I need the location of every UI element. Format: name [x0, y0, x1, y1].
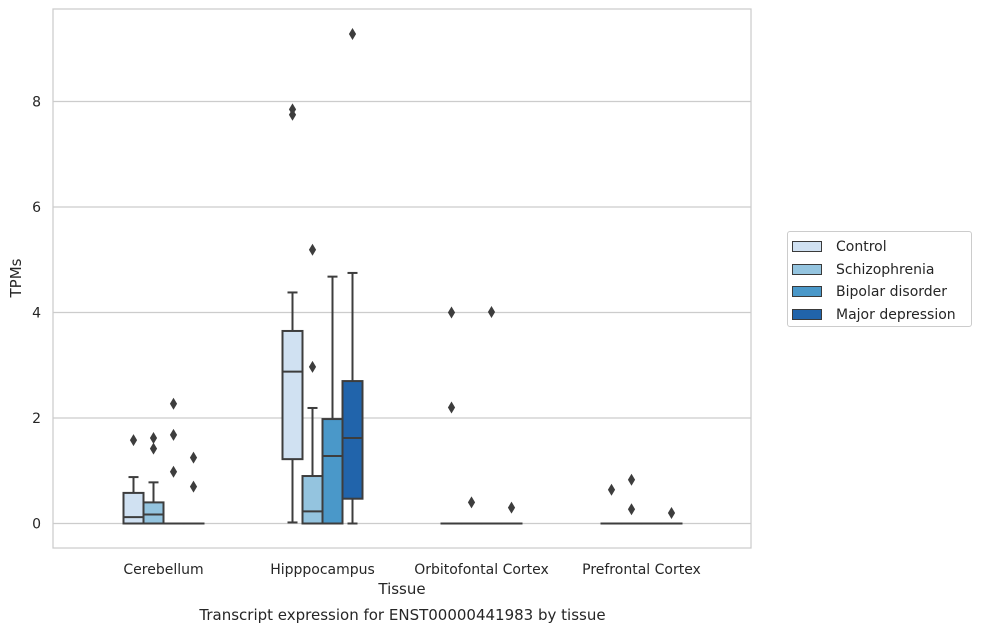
- outlier-point: [308, 243, 317, 256]
- box-group: [620, 473, 643, 525]
- x-tick-label: Cerebellum: [123, 562, 203, 578]
- box-group: [142, 432, 165, 525]
- box-group: [480, 305, 503, 525]
- y-tick-label: 0: [32, 517, 41, 533]
- outlier-point: [308, 360, 317, 373]
- box-group: [341, 27, 364, 525]
- x-tick-label: Orbitofontal Cortex: [414, 562, 549, 578]
- box-group: [660, 506, 683, 525]
- box: [281, 329, 304, 461]
- y-tick-label: 2: [32, 411, 41, 427]
- outlier-point: [447, 306, 456, 319]
- box-group: [500, 501, 523, 525]
- x-axis: Cerebellum Hipppocampus Orbitofontal Corte…: [123, 562, 700, 578]
- outlier-point: [149, 442, 158, 455]
- y-axis: 0 2 4 6 8: [32, 95, 41, 533]
- outlier-point: [189, 480, 198, 493]
- legend-item: Control: [792, 236, 971, 259]
- legend: Control Schizophrenia Bipolar disorder Majo…: [787, 231, 972, 327]
- box: [321, 418, 344, 525]
- box-group: [182, 451, 205, 525]
- box: [301, 475, 324, 525]
- legend-item: Schizophrenia: [792, 259, 971, 282]
- legend-swatch: [792, 308, 822, 320]
- outlier-point: [627, 473, 636, 486]
- box-group: [460, 496, 483, 525]
- outlier-point: [447, 401, 456, 414]
- box-group: [440, 306, 463, 525]
- box-group: [122, 434, 145, 525]
- box-group: [281, 103, 304, 524]
- y-tick-label: 6: [32, 200, 41, 216]
- outlier-point: [129, 434, 138, 447]
- legend-swatch: [792, 241, 822, 252]
- figure-caption: Transcript expression for ENST0000044198…: [199, 606, 606, 624]
- outlier-point: [169, 465, 178, 478]
- boxes: [122, 27, 683, 525]
- outlier-point: [288, 103, 297, 116]
- box-group: [600, 483, 623, 525]
- outlier-point: [169, 428, 178, 441]
- box: [122, 491, 145, 525]
- legend-label: Schizophrenia: [836, 261, 935, 278]
- box-group: [321, 275, 344, 525]
- y-axis-title: TPMs: [7, 258, 25, 298]
- outlier-point: [149, 432, 158, 445]
- box: [341, 380, 364, 500]
- legend-item: Major depression: [792, 304, 971, 327]
- legend-item: Bipolar disorder: [792, 281, 971, 304]
- box-group: [162, 397, 185, 525]
- outlier-point: [467, 496, 476, 509]
- outlier-point: [189, 451, 198, 464]
- outlier-point: [607, 483, 616, 496]
- plot-frame: [52, 8, 752, 549]
- outlier-point: [487, 305, 496, 318]
- outlier-point: [507, 501, 516, 514]
- outlier-point: [667, 506, 676, 519]
- outlier-point: [348, 27, 357, 40]
- box: [142, 501, 165, 525]
- box-group: [301, 243, 324, 525]
- x-tick-label: Prefrontal Cortex: [582, 562, 701, 578]
- outlier-point: [169, 397, 178, 410]
- gridlines: [53, 100, 751, 525]
- x-axis-title: Tissue: [377, 580, 425, 598]
- legend-swatch: [792, 286, 822, 297]
- legend-swatch: [792, 263, 822, 275]
- y-tick-label: 4: [32, 306, 41, 322]
- legend-label: Control: [836, 239, 887, 255]
- y-tick-label: 8: [32, 95, 41, 111]
- outlier-point: [627, 503, 636, 516]
- legend-label: Major depression: [836, 306, 956, 323]
- x-tick-label: Hipppocampus: [270, 562, 375, 578]
- legend-label: Bipolar disorder: [836, 284, 948, 300]
